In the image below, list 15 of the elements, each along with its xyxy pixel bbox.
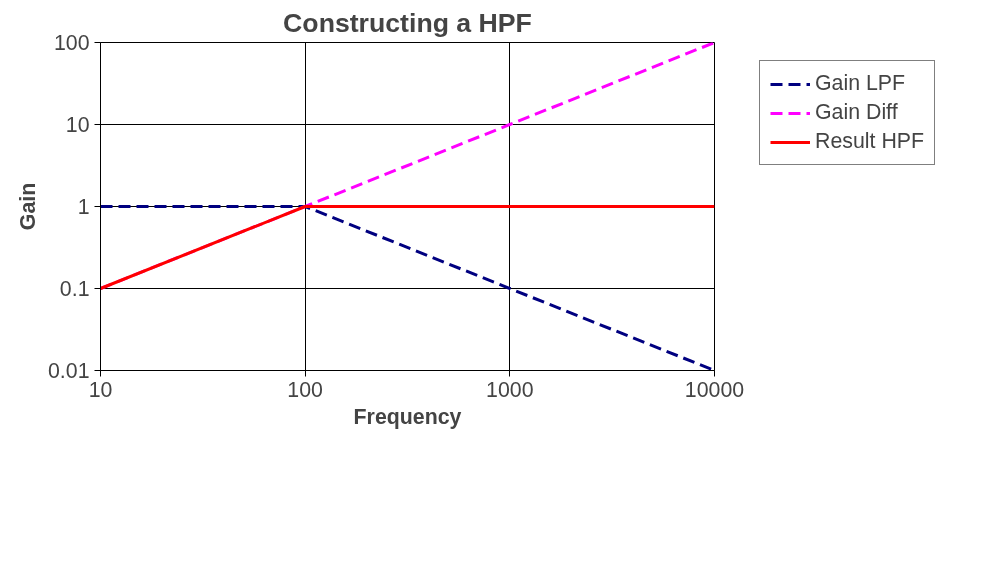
y-axis-title: Gain [15, 182, 40, 231]
x-tick-label: 10 [88, 377, 113, 402]
y-tick-label: 100 [53, 31, 90, 55]
legend-label: Gain Diff [815, 100, 898, 125]
legend-label: Result HPF [815, 129, 925, 154]
y-tick-label: 1 [77, 195, 90, 219]
x-tick-label: 100 [287, 377, 324, 402]
y-tick-label: 0.01 [47, 359, 90, 383]
chart-title: Constructing a HPF [283, 7, 532, 38]
x-tick-label: 1000 [486, 377, 534, 402]
y-tick-label: 0.1 [59, 277, 90, 301]
y-tick-label: 10 [65, 113, 90, 137]
x-tick-label: 10000 [684, 377, 745, 402]
x-axis-title: Frequency [353, 404, 462, 429]
legend-label: Gain LPF [815, 71, 906, 96]
